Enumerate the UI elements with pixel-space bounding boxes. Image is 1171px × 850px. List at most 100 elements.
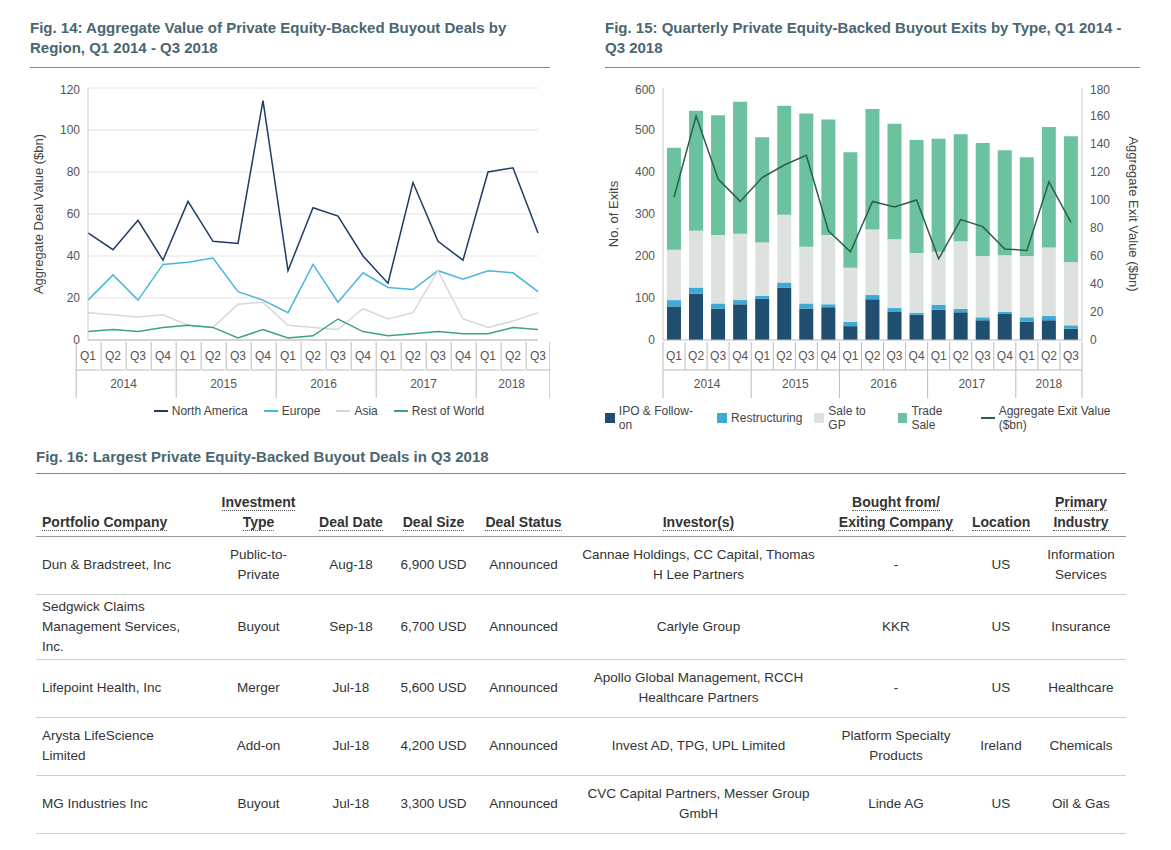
svg-text:Q1: Q1 — [280, 349, 296, 363]
svg-text:Q4: Q4 — [732, 349, 748, 363]
svg-text:Q3: Q3 — [887, 349, 903, 363]
svg-text:Q2: Q2 — [864, 349, 880, 363]
svg-text:60: 60 — [1090, 249, 1104, 263]
svg-text:120: 120 — [1090, 165, 1110, 179]
svg-text:80: 80 — [67, 165, 81, 179]
svg-text:40: 40 — [1090, 277, 1104, 291]
svg-text:Q1: Q1 — [80, 349, 96, 363]
svg-text:300: 300 — [635, 207, 655, 221]
svg-text:500: 500 — [635, 123, 655, 137]
svg-text:0: 0 — [73, 333, 80, 347]
svg-text:Q1: Q1 — [666, 349, 682, 363]
svg-text:2014: 2014 — [110, 377, 137, 391]
html-text:Apollo Global Management, RCCH: Apollo Global Management, RCCH Healthcar… — [593, 670, 804, 705]
svg-text:Q4: Q4 — [909, 349, 925, 363]
svg-text:Q1: Q1 — [754, 349, 770, 363]
svg-text:160: 160 — [1090, 109, 1110, 123]
html-text:CVC Capital Partners, Messer G: CVC Capital Partners, Messer Group GmbH — [587, 786, 810, 821]
svg-text:Q2: Q2 — [688, 349, 704, 363]
svg-text:No. of Exits: No. of Exits — [606, 180, 621, 247]
svg-text:Q3: Q3 — [130, 349, 146, 363]
svg-text:100: 100 — [635, 291, 655, 305]
svg-text:0: 0 — [648, 333, 655, 347]
svg-text:Q1: Q1 — [480, 349, 496, 363]
svg-text:20: 20 — [1090, 305, 1104, 319]
svg-text:Q2: Q2 — [105, 349, 121, 363]
svg-text:Q4: Q4 — [355, 349, 371, 363]
svg-text:Q1: Q1 — [931, 349, 947, 363]
html-text:Portfolio Company: Portfolio Company — [42, 513, 168, 530]
html-text:Deal Status: Deal Status — [485, 513, 562, 530]
svg-text:Q4: Q4 — [255, 349, 271, 363]
svg-text:Q2: Q2 — [776, 349, 792, 363]
svg-text:80: 80 — [1090, 221, 1104, 235]
svg-text:Q4: Q4 — [997, 349, 1013, 363]
html-text:Buyout: Buyout — [237, 618, 280, 634]
svg-text:2018: 2018 — [498, 377, 525, 391]
html-text:Primary Industry: Primary Industry — [1053, 493, 1109, 530]
svg-text:2016: 2016 — [310, 377, 337, 391]
svg-text:Q3: Q3 — [530, 349, 546, 363]
svg-text:600: 600 — [635, 83, 655, 97]
svg-text:60: 60 — [67, 207, 81, 221]
html-text:Fig. 15: Quarterly Private Equ: Fig. 15: Quarterly Private Equity-Backed… — [605, 19, 1122, 56]
svg-text:Q3: Q3 — [975, 349, 991, 363]
html-text:Bought from/ Exiting Company: Bought from/ Exiting Company — [838, 493, 954, 530]
svg-text:Q4: Q4 — [155, 349, 171, 363]
svg-text:2016: 2016 — [870, 377, 897, 391]
svg-text:100: 100 — [1090, 193, 1110, 207]
svg-text:Q1: Q1 — [380, 349, 396, 363]
svg-text:Q2: Q2 — [505, 349, 521, 363]
html-text:IPO & Follow-on: IPO & Follow-on — [618, 404, 693, 432]
svg-text:200: 200 — [635, 249, 655, 263]
svg-text:40: 40 — [67, 249, 81, 263]
svg-text:2015: 2015 — [210, 377, 237, 391]
html-text:Location: Location — [972, 513, 1031, 530]
svg-text:0: 0 — [1090, 333, 1097, 347]
svg-text:400: 400 — [635, 165, 655, 179]
html-text:Public-to-Private: Public-to-Private — [230, 547, 287, 582]
html-text:Sedgwick Claims Management Ser: Sedgwick Claims Management Services, Inc… — [42, 598, 181, 654]
html-text:Fig. 16: Largest Private Equit: Fig. 16: Largest Private Equity-Backed B… — [36, 448, 489, 465]
html-text:Sale to GP: Sale to GP — [828, 404, 866, 432]
svg-text:Q2: Q2 — [305, 349, 321, 363]
html-text:Platform Specialty Products: Platform Specialty Products — [841, 728, 951, 763]
html-text:Deal Date: Deal Date — [319, 513, 383, 530]
svg-text:Q3: Q3 — [1063, 349, 1079, 363]
svg-text:100: 100 — [60, 123, 80, 137]
svg-text:2018: 2018 — [1036, 377, 1063, 391]
svg-text:Q1: Q1 — [180, 349, 196, 363]
html-text:Arysta LifeScience Limited: Arysta LifeScience Limited — [42, 728, 154, 763]
svg-text:Aggregate Exit Value ($bn): Aggregate Exit Value ($bn) — [1126, 136, 1140, 291]
svg-text:2014: 2014 — [694, 377, 721, 391]
html-text:Trade Sale: Trade Sale — [911, 404, 943, 432]
html-text:Deal Size: Deal Size — [402, 513, 465, 530]
svg-text:Q3: Q3 — [430, 349, 446, 363]
svg-text:Q3: Q3 — [798, 349, 814, 363]
html-text:Information Services: Information Services — [1047, 547, 1115, 582]
svg-text:2017: 2017 — [410, 377, 437, 391]
svg-text:Q1: Q1 — [1019, 349, 1035, 363]
svg-text:2017: 2017 — [958, 377, 985, 391]
svg-text:Q3: Q3 — [710, 349, 726, 363]
svg-text:Q1: Q1 — [842, 349, 858, 363]
svg-text:Q2: Q2 — [405, 349, 421, 363]
html-text:Investment Type: Investment Type — [221, 493, 296, 530]
svg-text:Q2: Q2 — [1041, 349, 1057, 363]
html-text:Fig. 14: Aggregate Value of Pr: Fig. 14: Aggregate Value of Private Equi… — [30, 19, 507, 56]
svg-text:Q3: Q3 — [230, 349, 246, 363]
html-text:Aggregate Exit Value ($bn): Aggregate Exit Value ($bn) — [998, 404, 1111, 432]
svg-text:Q3: Q3 — [330, 349, 346, 363]
html-text:Investor(s): Investor(s) — [662, 513, 735, 530]
svg-text:20: 20 — [67, 291, 81, 305]
html-text:Cannae Holdings, CC Capital, T: Cannae Holdings, CC Capital, Thomas H Le… — [582, 547, 815, 582]
svg-text:Q2: Q2 — [953, 349, 969, 363]
svg-text:Q2: Q2 — [205, 349, 221, 363]
svg-text:2015: 2015 — [782, 377, 809, 391]
svg-text:180: 180 — [1090, 83, 1110, 97]
svg-text:Q4: Q4 — [455, 349, 471, 363]
svg-text:Q4: Q4 — [820, 349, 836, 363]
svg-text:120: 120 — [60, 83, 80, 97]
svg-text:140: 140 — [1090, 137, 1110, 151]
svg-text:Aggregate Deal Value ($bn): Aggregate Deal Value ($bn) — [31, 134, 46, 294]
